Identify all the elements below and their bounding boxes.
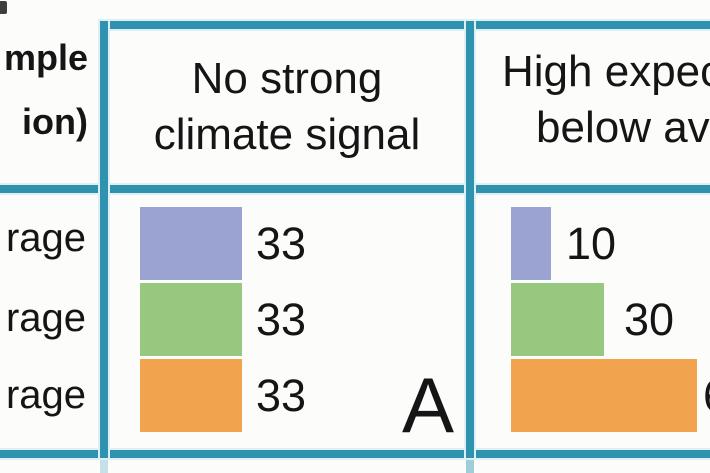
panel-b-header-line-2: below av [536, 103, 710, 152]
table-border-mid-divider-stub [466, 460, 474, 473]
row-label-near: rage [5, 296, 86, 340]
panel-a-value-orange: 33 [256, 369, 307, 421]
table-border-left-divider-stub [100, 460, 108, 473]
panel-a-bar-green [140, 283, 242, 356]
panel-b-value-green: 30 [624, 293, 675, 345]
panel-a-value-green: 33 [256, 293, 307, 345]
panel-b-header-line-1: High expec [502, 47, 710, 96]
left-header-line-2: ion) [22, 101, 88, 142]
left-header-line-1: mple [3, 37, 88, 78]
panel-b-bar-orange [511, 359, 697, 432]
panel-b-value-purple: 10 [566, 217, 617, 269]
panel-b-bar-green [511, 283, 604, 356]
panel-b-value-orange: 60 [703, 359, 710, 432]
panel-a-letter: A [402, 361, 455, 449]
panel-a-header: No strong climate signal [108, 29, 466, 185]
panel-b-bar-purple [511, 207, 551, 280]
panel-a-bar-purple [140, 207, 242, 280]
row-label-above: rage [5, 216, 86, 260]
panel-a-header-line-1: No strong [191, 54, 383, 103]
panel-a-value-purple: 33 [256, 217, 307, 269]
table-border-left-divider [100, 21, 108, 458]
panel-a-header-line-2: climate signal [153, 110, 421, 159]
row-label-below: rage [5, 373, 86, 417]
table-border-mid-divider [466, 21, 474, 458]
table-border-top [104, 21, 710, 29]
table-border-bottom [0, 450, 710, 458]
cropped-text-artifact [0, 1, 7, 14]
table-border-header-separator [0, 185, 710, 193]
panel-a-bar-orange [140, 359, 242, 432]
